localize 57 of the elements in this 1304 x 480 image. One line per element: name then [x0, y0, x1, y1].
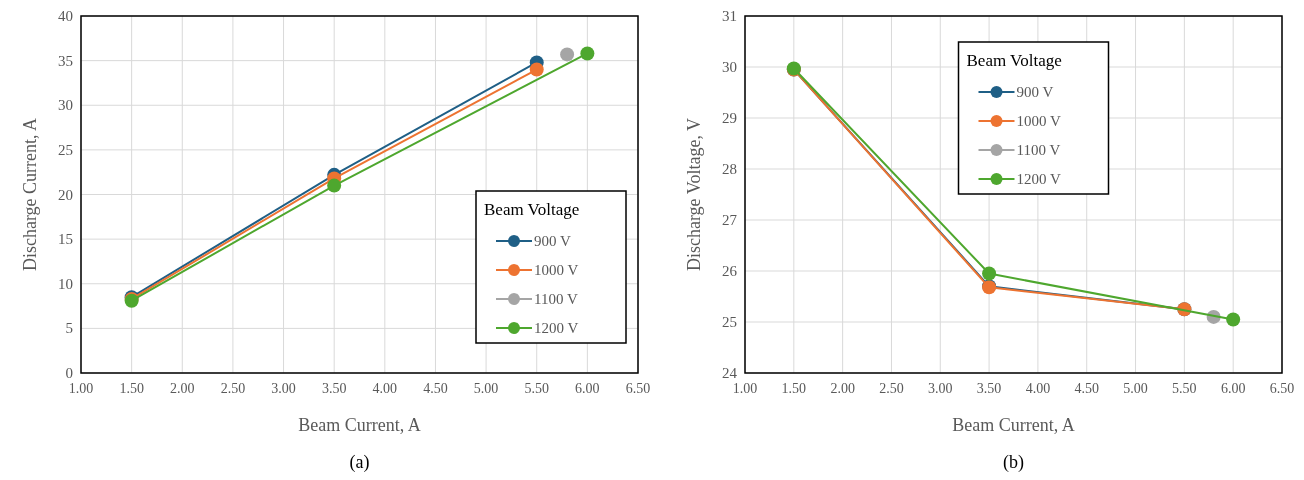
x-tick-label: 2.50: [879, 381, 904, 396]
legend-label: 1000 V: [534, 262, 579, 278]
x-tick-label: 6.00: [575, 381, 600, 396]
y-tick-label: 25: [722, 314, 737, 330]
x-tick-label: 4.50: [423, 381, 448, 396]
x-tick-label: 6.50: [1269, 381, 1295, 396]
x-tick-label: 2.00: [170, 381, 195, 396]
y-tick-label: 29: [722, 110, 737, 126]
text: (b): [1003, 452, 1024, 473]
y-tick-label: 5: [65, 320, 73, 337]
x-tick-label: 4.50: [1074, 381, 1099, 396]
x-tick-label: 1.00: [68, 381, 94, 396]
y-tick-label: 40: [58, 8, 73, 24]
legend-title: Beam Voltage: [966, 51, 1062, 70]
y-tick-label: 31: [722, 8, 737, 24]
x-tick-label: 3.00: [928, 381, 953, 396]
y-axis-title: Discharge Current, A: [20, 117, 40, 272]
text: (a): [349, 452, 370, 473]
x-tick-label: 5.00: [1123, 381, 1148, 396]
x-tick-label: 2.50: [220, 381, 246, 396]
y-tick-label: 10: [58, 275, 73, 292]
x-tick-label: 5.00: [473, 381, 499, 396]
legend-label: 1200 V: [1016, 171, 1061, 187]
legend-label: 900 V: [534, 233, 571, 249]
y-tick-label: 0: [65, 365, 73, 381]
y-tick-label: 27: [722, 212, 738, 228]
legend-label: 1200 V: [534, 320, 579, 336]
y-tick-label: 30: [58, 97, 73, 114]
y-tick-label: 25: [58, 141, 73, 158]
legend-label: 1100 V: [534, 291, 578, 307]
x-tick-label: 2.00: [830, 381, 855, 396]
y-tick-label: 20: [58, 186, 73, 203]
x-tick-label: 5.50: [1172, 381, 1197, 396]
x-axis-title: Beam Current, A: [952, 415, 1075, 435]
x-tick-label: 1.00: [732, 381, 758, 396]
legend-title: Beam Voltage: [484, 200, 580, 219]
y-tick-label: 28: [722, 161, 737, 177]
y-tick-label: 26: [722, 263, 738, 279]
x-tick-label: 3.00: [271, 381, 296, 396]
x-tick-label: 6.50: [625, 381, 651, 396]
x-tick-label: 6.00: [1220, 381, 1246, 396]
y-tick-label: 15: [58, 231, 73, 248]
x-tick-label: 1.50: [119, 381, 144, 396]
x-axis-title: Beam Current, A: [298, 415, 421, 435]
legend-label: 1100 V: [1016, 142, 1061, 158]
legend-label: 900 V: [1016, 84, 1054, 100]
y-tick-label: 24: [722, 365, 738, 381]
x-tick-label: 3.50: [976, 381, 1002, 396]
y-axis-title: Discharge Voltage, V: [684, 117, 704, 272]
x-tick-label: 4.00: [1025, 381, 1051, 396]
y-tick-label: 35: [58, 52, 73, 69]
x-tick-label: 4.00: [372, 381, 398, 396]
x-tick-label: 3.50: [321, 381, 347, 396]
y-tick-label: 30: [722, 59, 737, 75]
x-tick-label: 5.50: [524, 381, 549, 396]
x-tick-label: 1.50: [781, 381, 807, 396]
legend-label: 1000 V: [1016, 113, 1061, 129]
